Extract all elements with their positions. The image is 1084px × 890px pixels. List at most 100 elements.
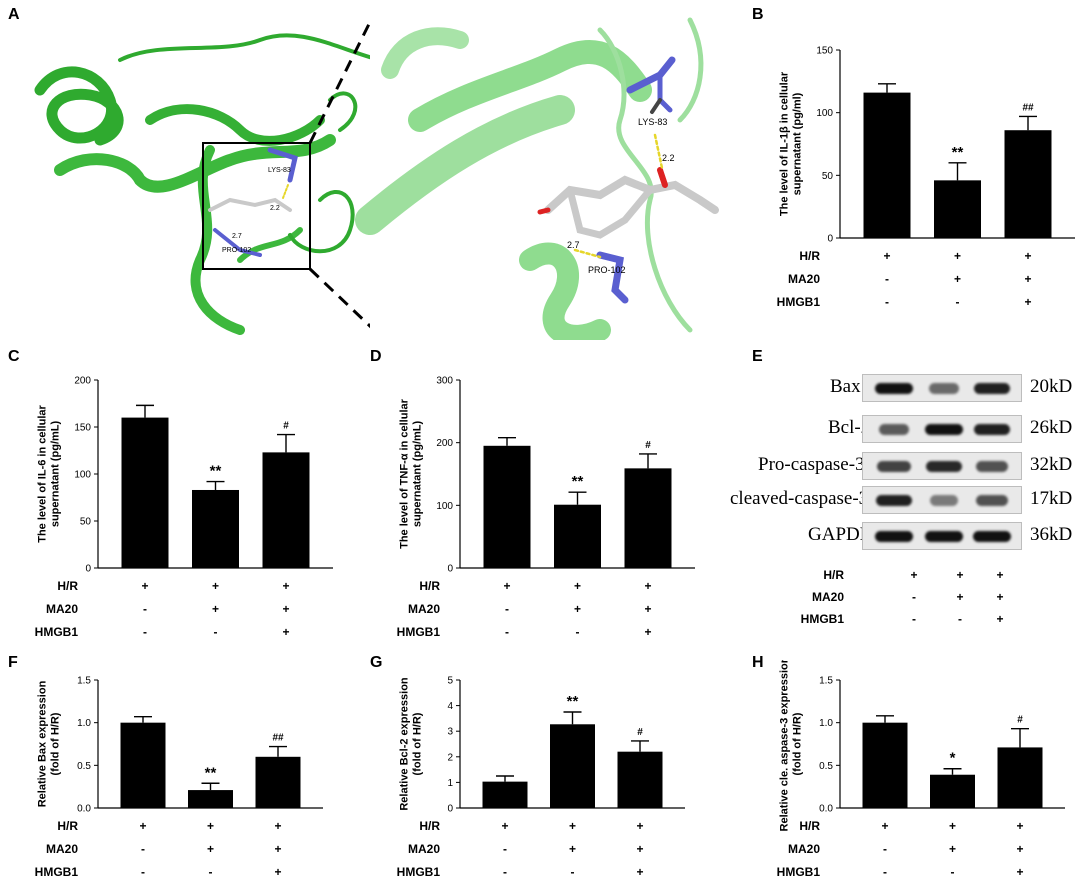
blot-band: [877, 461, 911, 472]
significance-mark: *: [950, 750, 956, 767]
western-blot: Bax 20kD Bcl-2 26kD Pro-caspase-3 32kD c…: [730, 368, 1084, 648]
zoom-label-dist2: 2.7: [567, 240, 580, 250]
bax-bar-chart: 0.0 0.5 1.0 1.5 Relative Bax expression(fold…: [35, 676, 323, 879]
y-tick-label: 1.5: [819, 676, 833, 687]
treatment-sign: +: [644, 625, 651, 639]
blot-kd-gapdh: 36kD: [1030, 524, 1073, 545]
blot-strip-gapdh: [862, 522, 1022, 550]
blot-treat-label-ma20: MA20: [811, 590, 844, 604]
treatment-sign: -: [143, 625, 147, 639]
treatment-label: H/R: [419, 579, 440, 593]
bar: [863, 92, 911, 238]
treatment-sign: +: [501, 819, 508, 833]
treatment-sign: +: [282, 625, 289, 639]
panel-letter-b: B: [752, 6, 764, 23]
blot-band: [929, 383, 959, 394]
overview-label-pro: PRO-102: [222, 247, 251, 254]
y-axis-label-line: supernatant (pg/mL): [50, 421, 62, 528]
bar: [262, 452, 310, 568]
y-axis-label-line: Relative Bcl-2 expression: [399, 677, 411, 811]
significance-mark: #: [645, 440, 651, 451]
bar: [550, 724, 595, 808]
blot-strip-pro-caspase3: [862, 452, 1022, 480]
blot-band: [875, 383, 913, 394]
y-tick-label: 50: [80, 517, 92, 528]
treatment-sign: -: [883, 865, 887, 879]
blot-treatment-table: H/R + + + MA20 - + + HMGB1 - - +: [764, 568, 1084, 638]
panel-letter-e: E: [752, 348, 763, 365]
blot-band: [930, 495, 958, 506]
y-tick-label: 0.5: [77, 761, 91, 772]
blot-band: [875, 495, 913, 506]
bar: [482, 781, 528, 808]
tnfa-bar-chart: 0 100 200 300 The level of TNF-α in cellular…: [397, 376, 695, 639]
zoom-label-lys: LYS-83: [638, 117, 667, 127]
panel-letter-a: A: [8, 6, 20, 23]
y-axis-label: The level of IL-6 in cellularsupernatant…: [37, 405, 62, 543]
treatment-sign: +: [274, 819, 281, 833]
significance-mark: **: [572, 473, 584, 490]
significance-mark: **: [205, 764, 217, 781]
blot-treat-cell: -: [912, 590, 916, 604]
blot-treat-cell: +: [910, 568, 918, 582]
y-tick-label: 0: [85, 564, 91, 575]
y-tick-label: 0: [827, 234, 833, 245]
y-tick-label: 2: [447, 752, 453, 763]
treatment-sign: +: [1024, 295, 1031, 309]
treatment-label: H/R: [419, 819, 440, 833]
zoom-label-pro: PRO-102: [588, 265, 626, 275]
blot-treat-cell: +: [956, 590, 964, 604]
treatment-sign: -: [951, 865, 955, 879]
treatment-sign: +: [503, 579, 510, 593]
y-axis-label: The level of IL-1β in cellularsupernatan…: [779, 71, 804, 216]
treatment-sign: +: [139, 819, 146, 833]
treatment-sign: +: [274, 842, 281, 856]
bar: [192, 489, 239, 568]
treatment-label: MA20: [46, 602, 78, 616]
treatment-sign: -: [885, 272, 889, 286]
significance-mark: **: [952, 144, 964, 161]
treatment-sign: +: [949, 842, 956, 856]
treatment-label: MA20: [408, 602, 440, 616]
blot-kd-cleaved-caspase3: 17kD: [1030, 488, 1073, 509]
treatment-sign: +: [1024, 249, 1031, 263]
y-tick-label: 200: [436, 438, 453, 449]
blot-treat-cell: +: [996, 568, 1004, 582]
y-tick-label: 100: [436, 501, 453, 512]
il6-bar-chart: 0 50 100 150 200 The level of IL-6 in cellula…: [35, 376, 333, 639]
blot-label-gapdh: GAPDH: [808, 524, 874, 545]
y-axis-label-line: The level of IL-6 in cellular: [37, 405, 49, 543]
y-axis-label-line: Relative cle. aspase-3 expression: [779, 660, 791, 831]
overview-label-dist2: 2.7: [232, 233, 242, 240]
blot-band: [976, 495, 1008, 506]
treatment-sign: +: [282, 579, 289, 593]
treatment-sign: -: [885, 295, 889, 309]
significance-mark: #: [1017, 715, 1023, 726]
il1b-bar-chart: 0 50 100 150 The level of IL-1β in cellulars…: [777, 46, 1075, 309]
y-tick-label: 1.0: [77, 718, 91, 729]
blot-band: [973, 531, 1011, 542]
treatment-label: H/R: [57, 579, 78, 593]
treatment-label: H/R: [799, 249, 820, 263]
y-axis-label: Relative Bcl-2 expression(fold of H/R): [399, 677, 424, 811]
panel-letter-d: D: [370, 348, 382, 365]
treatment-sign: -: [576, 625, 580, 639]
blot-treat-cell: -: [912, 612, 916, 626]
bar: [997, 747, 1043, 808]
blot-kd-bax: 20kD: [1030, 376, 1073, 397]
blot-label-pro-caspase3: Pro-caspase-3: [758, 454, 865, 475]
y-tick-label: 50: [822, 171, 834, 182]
y-tick-label: 0.0: [819, 804, 833, 815]
blot-band: [973, 383, 1011, 394]
blot-strip-cleaved-caspase3: [862, 486, 1022, 514]
blot-strip-bax: [862, 374, 1022, 402]
blot-label-bcl2: Bcl-2: [828, 417, 871, 438]
treatment-sign: -: [141, 865, 145, 879]
y-axis-label-line: (fold of H/R): [412, 712, 424, 775]
treatment-label: HMGB1: [777, 295, 821, 309]
y-tick-label: 0.0: [77, 804, 91, 815]
blot-treat-label-hmgb1: HMGB1: [800, 612, 844, 626]
treatment-sign: -: [956, 295, 960, 309]
y-tick-label: 200: [74, 376, 91, 387]
y-tick-label: 1.0: [819, 718, 833, 729]
